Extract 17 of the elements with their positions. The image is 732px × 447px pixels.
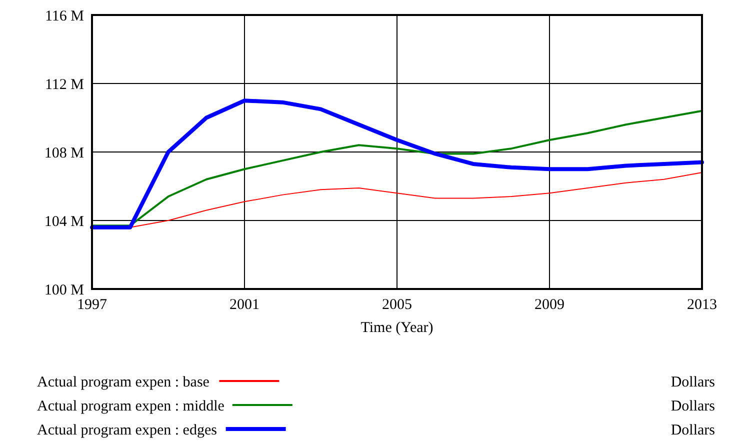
y-tick-label: 100 M [44,282,84,298]
y-tick-label: 108 M [44,145,84,162]
text: Dollars [670,398,716,414]
legend-label: Actual program expen : edges [37,422,218,438]
y-tick-label: 104 M [44,214,84,230]
y-tick-label: 116 M [44,8,84,24]
x-tick-label: 2001 [230,297,260,313]
legend-label: Actual program expen : middle [37,398,225,414]
y-tick-label: 112 M [44,76,84,93]
x-tick-label: 2009 [534,297,564,313]
x-axis-title: Time (Year) [360,320,434,336]
legend-label: Actual program expen : base [37,374,210,390]
x-tick-label: 1997 [77,297,108,313]
x-tick-label: 2005 [382,297,412,313]
text: Dollars [670,374,716,390]
text: Dollars [670,422,716,438]
x-tick-label: 2013 [687,297,717,313]
